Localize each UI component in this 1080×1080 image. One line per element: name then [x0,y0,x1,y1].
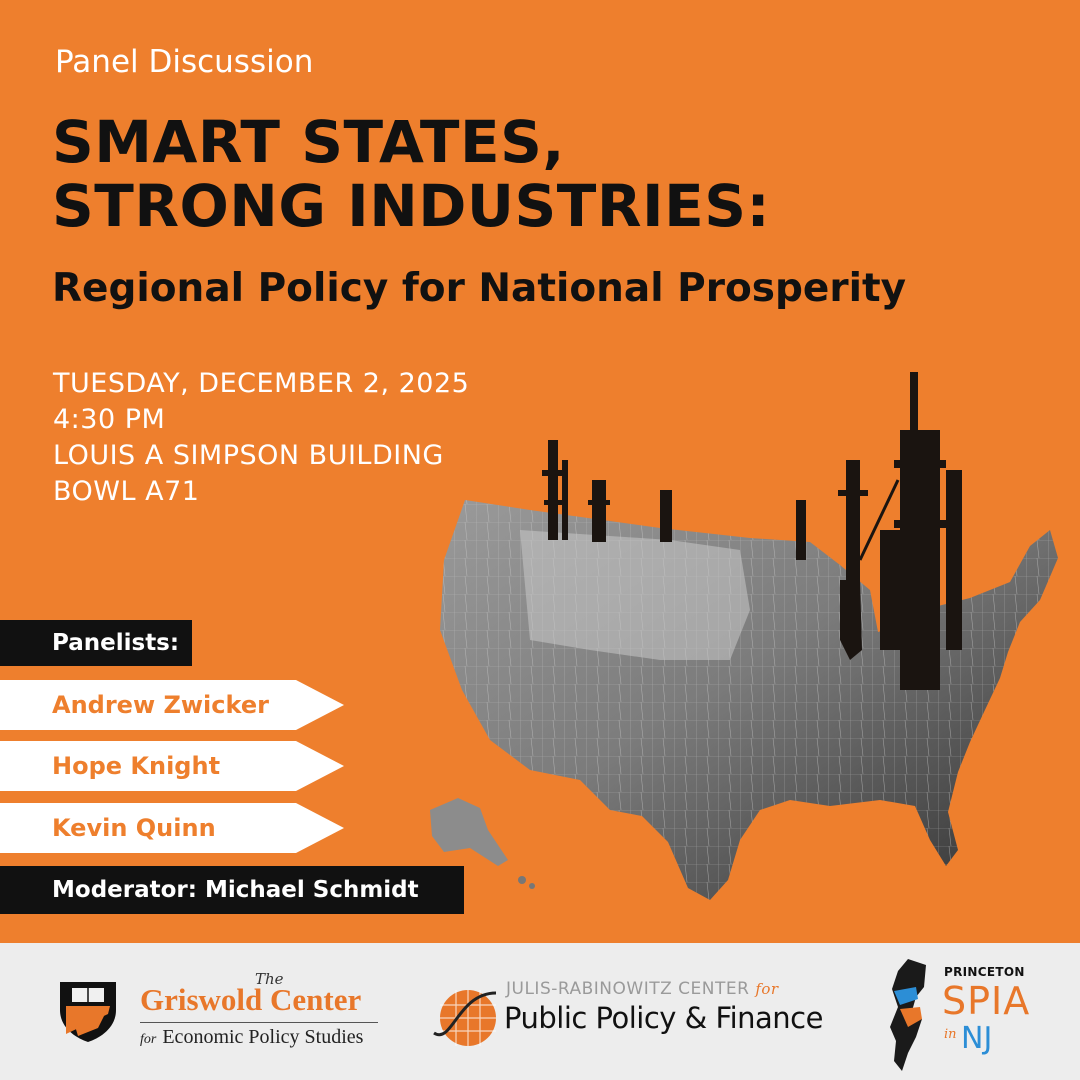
jr-subtitle: Public Policy & Finance [504,1001,823,1035]
event-details: TUESDAY, DECEMBER 2, 2025 4:30 PM LOUIS … [53,366,469,510]
griswold-subtitle: for Economic Policy Studies [140,1026,364,1048]
event-location-line1: LOUIS A SIMPSON BUILDING [53,440,444,471]
spia-wordmark: SPIA [942,979,1031,1023]
princeton-shield-icon [60,982,116,1042]
panelist-tag: Hope Knight [0,741,344,791]
event-subtitle: Regional Policy for National Prosperity [52,266,907,311]
event-title-line2: STRONG INDUSTRIES: [52,172,771,240]
julis-rabinowitz-logo: JULIS-RABINOWITZ CENTER for Public Polic… [432,979,852,1059]
griswold-center-logo: The Griswold Center for Economic Policy S… [58,970,388,1060]
refinery-silhouette [542,372,962,690]
jr-center-name: JULIS-RABINOWITZ CENTER for [506,979,779,999]
panelists-heading: Panelists: [0,620,192,666]
event-title: SMART STATES, STRONG INDUSTRIES: [52,110,770,238]
spia-princeton: PRINCETON [944,965,1025,979]
griswold-the: The [255,970,284,988]
event-title-line1: SMART STATES, [52,108,565,176]
panelist-tag: Andrew Zwicker [0,680,344,730]
new-jersey-map-icon [890,959,926,1071]
event-date: TUESDAY, DECEMBER 2, 2025 [53,368,470,399]
event-time: 4:30 PM [53,404,166,435]
event-location-line2: BOWL A71 [53,476,200,507]
spia-in-nj-logo: PRINCETON SPIA in NJ [886,957,1029,1075]
moderator-tag: Moderator: Michael Schmidt [0,866,464,914]
globe-line-icon [433,990,497,1046]
griswold-name: Griswold Center [140,982,362,1017]
event-type: Panel Discussion [55,44,314,80]
map-illustration-icon [430,372,1058,900]
sponsor-footer: The Griswold Center for Economic Policy S… [0,943,1080,1080]
spia-in: in [944,1027,957,1042]
spia-nj: NJ [961,1021,993,1056]
panelist-tag: Kevin Quinn [0,803,344,853]
alaska-shape [430,798,508,866]
